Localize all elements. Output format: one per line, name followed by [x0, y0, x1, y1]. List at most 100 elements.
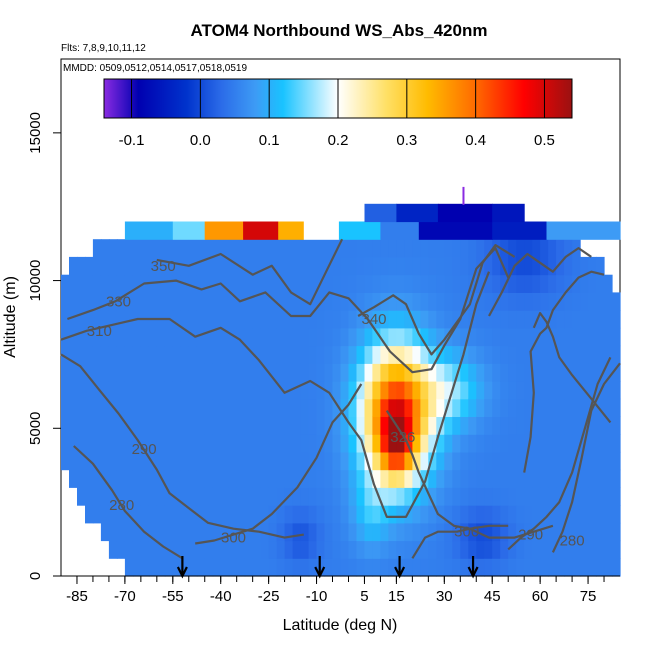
- heatmap-cell: [116, 398, 126, 417]
- heatmap-cell: [484, 256, 493, 276]
- heatmap-cell: [548, 274, 557, 293]
- heatmap-cell: [460, 327, 469, 347]
- y-tick-label: 5000: [27, 412, 44, 445]
- heatmap-cell: [564, 434, 573, 453]
- heatmap-cell: [404, 469, 413, 488]
- heatmap-cell: [212, 416, 222, 435]
- heatmap-cell: [292, 363, 302, 382]
- heatmap-cell: [412, 292, 421, 311]
- heatmap-cell: [108, 256, 118, 276]
- heatmap-cell: [236, 469, 246, 488]
- heatmap-cell: [308, 239, 318, 258]
- heatmap-cell: [540, 416, 549, 435]
- heatmap-cell: [428, 310, 437, 329]
- heatmap-cell: [436, 398, 445, 417]
- heatmap-cell: [204, 522, 214, 542]
- heatmap-cell: [396, 327, 405, 347]
- heatmap-cell: [276, 522, 286, 542]
- heatmap-cell: [188, 381, 198, 400]
- heatmap-cell: [308, 256, 318, 276]
- heatmap-cell: [340, 416, 350, 435]
- heatmap-cell: [508, 239, 517, 258]
- heatmap-cell: [564, 310, 573, 329]
- heatmap-cell: [212, 469, 222, 488]
- heatmap-cell: [108, 363, 118, 382]
- heatmap-cell: [124, 327, 134, 347]
- heatmap-cell: [516, 398, 525, 417]
- heatmap-cell: [308, 292, 318, 311]
- heatmap-cell: [364, 345, 374, 364]
- heatmap-cell: [212, 310, 222, 329]
- heatmap-cell: [356, 469, 366, 488]
- heatmap-cell: [516, 469, 525, 488]
- heatmap-cell: [524, 451, 533, 471]
- heatmap-cell: [244, 451, 254, 471]
- heatmap-cell: [156, 451, 166, 471]
- heatmap-cell: [612, 540, 621, 559]
- heatmap-cell: [418, 221, 493, 240]
- heatmap-cell: [132, 540, 142, 559]
- heatmap-cell: [228, 451, 238, 471]
- heatmap-cell: [612, 345, 621, 364]
- heatmap-cell: [412, 398, 421, 417]
- heatmap-cell: [220, 469, 230, 488]
- heatmap-cell: [292, 505, 302, 524]
- heatmap-cell: [540, 540, 549, 559]
- heatmap-cell: [188, 505, 198, 524]
- heatmap-cell: [340, 505, 350, 524]
- heatmap-cell: [236, 239, 246, 258]
- x-tick-label: 45: [484, 588, 501, 605]
- heatmap-cell: [77, 469, 86, 488]
- y-tick-label: 10000: [27, 260, 44, 302]
- heatmap-cell: [85, 310, 94, 329]
- heatmap-cell: [556, 416, 565, 435]
- contour-label: 280: [560, 533, 585, 550]
- heatmap-cell: [580, 505, 589, 524]
- heatmap-cell: [460, 434, 469, 453]
- heatmap-cell: [196, 381, 206, 400]
- heatmap-cell: [404, 522, 413, 542]
- heatmap-cell: [396, 487, 405, 506]
- heatmap-cell: [428, 327, 437, 347]
- heatmap-cell: [540, 469, 549, 488]
- heatmap-cell: [364, 256, 374, 276]
- heatmap-cell: [524, 540, 533, 559]
- heatmap-cell: [380, 469, 389, 488]
- heatmap-cell: [468, 540, 477, 559]
- heatmap-cell: [460, 345, 469, 364]
- heatmap-cell: [596, 522, 605, 542]
- heatmap-cell: [580, 256, 589, 276]
- heatmap-cell: [596, 256, 605, 276]
- heatmap-cell: [460, 363, 469, 382]
- heatmap-cell: [100, 451, 110, 471]
- heatmap-cell: [444, 292, 453, 311]
- heatmap-cell: [596, 310, 605, 329]
- heatmap-cell: [500, 505, 509, 524]
- heatmap-cell: [532, 451, 541, 471]
- heatmap-cell: [436, 540, 445, 559]
- heatmap-cell: [204, 487, 214, 506]
- heatmap-cell: [348, 487, 358, 506]
- heatmap-cell: [460, 381, 469, 400]
- heatmap-cell: [164, 292, 174, 311]
- heatmap-cell: [188, 292, 198, 311]
- heatmap-cell: [172, 256, 182, 276]
- heatmap-cell: [316, 327, 326, 347]
- heatmap-cell: [524, 292, 533, 311]
- heatmap-cell: [196, 558, 206, 577]
- heatmap-cell: [292, 239, 302, 258]
- heatmap-cell: [132, 345, 142, 364]
- heatmap-cell: [220, 292, 230, 311]
- heatmap-cell: [77, 310, 86, 329]
- heatmap-cell: [140, 256, 150, 276]
- heatmap-cell: [580, 469, 589, 488]
- heatmap-cell: [212, 398, 222, 417]
- contour-line: [523, 270, 605, 473]
- heatmap-cell: [548, 505, 557, 524]
- heatmap-cell: [484, 381, 493, 400]
- heatmap-cell: [348, 505, 358, 524]
- heatmap-cell: [292, 345, 302, 364]
- heatmap-cell: [546, 221, 621, 240]
- colorbar: -0.1 0.0 0.1 0.2 0.3 0.4 0.5: [103, 78, 573, 149]
- heatmap-cell: [588, 469, 597, 488]
